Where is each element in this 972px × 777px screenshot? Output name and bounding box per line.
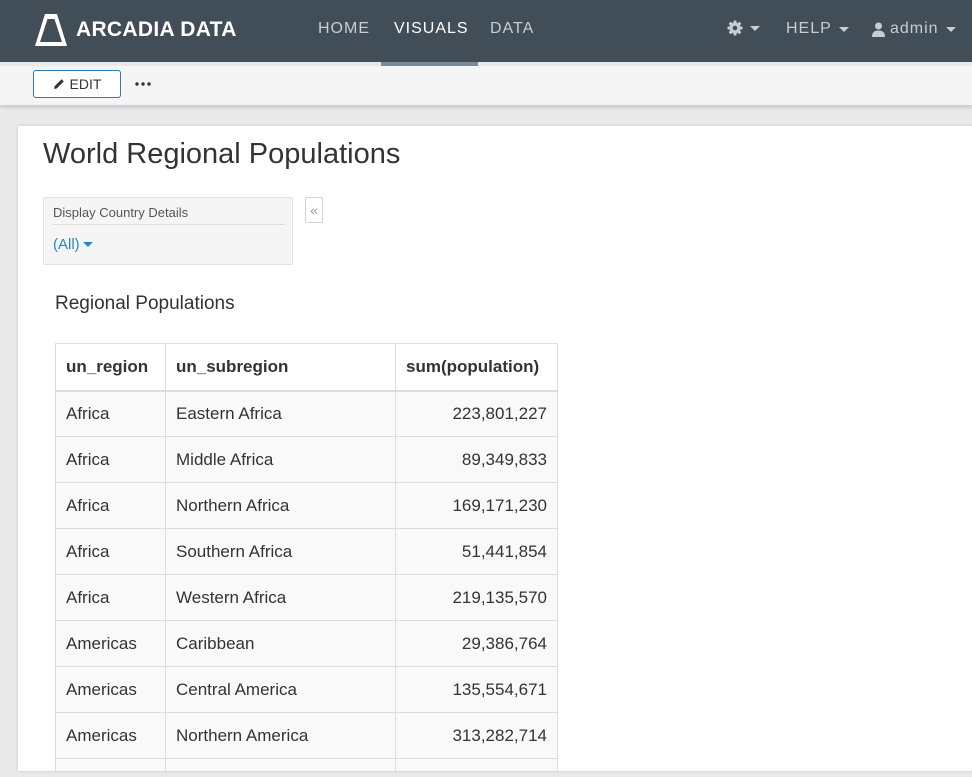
cell-subregion: Southern Africa bbox=[165, 528, 396, 575]
user-icon bbox=[872, 22, 885, 37]
table-row: Africa Western Africa 219,135,570 bbox=[55, 574, 558, 621]
chevron-down-icon bbox=[750, 25, 760, 31]
dashboard-canvas: World Regional Populations Display Count… bbox=[18, 126, 972, 771]
table-row: Americas Caribbean 29,386,764 bbox=[55, 620, 558, 667]
brand-logo[interactable]: ARCADIA DATA bbox=[34, 12, 237, 48]
cell-region: Americas bbox=[55, 712, 166, 759]
column-header-un-region[interactable]: un_region bbox=[55, 343, 166, 392]
cell-subregion: Eastern Africa bbox=[165, 390, 396, 437]
brand-name: ARCADIA DATA bbox=[76, 18, 237, 41]
chevron-down-icon bbox=[945, 26, 956, 32]
cell-population: 89,349,833 bbox=[395, 436, 558, 483]
cell-population: 135,554,671 bbox=[395, 666, 558, 713]
filter-dropdown[interactable]: (All) bbox=[53, 236, 93, 253]
cell-region: Africa bbox=[55, 436, 166, 483]
collapse-filters-button[interactable]: « bbox=[305, 197, 323, 223]
column-header-sum-population[interactable]: sum(population) bbox=[395, 343, 558, 392]
filter-selected-value: (All) bbox=[53, 236, 80, 253]
cell-region: Americas bbox=[55, 666, 166, 713]
settings-menu[interactable] bbox=[727, 20, 760, 36]
filter-label: Display Country Details bbox=[53, 205, 189, 220]
dashboard-toolbar: EDIT bbox=[0, 66, 972, 106]
population-table: un_region un_subregion sum(population) A… bbox=[55, 343, 558, 771]
cell-population: 51,441,854 bbox=[395, 528, 558, 575]
gear-icon bbox=[727, 20, 743, 36]
filter-divider bbox=[53, 224, 285, 225]
column-header-un-subregion[interactable]: un_subregion bbox=[165, 343, 396, 392]
chevron-down-icon bbox=[838, 26, 849, 32]
cell-subregion: Northern Africa bbox=[165, 482, 396, 529]
arcadia-logo-icon bbox=[35, 14, 67, 46]
cell-region: Africa bbox=[55, 390, 166, 437]
table-row bbox=[55, 758, 558, 771]
edit-button[interactable]: EDIT bbox=[33, 70, 121, 98]
more-options-button[interactable] bbox=[133, 74, 153, 94]
cell-subregion bbox=[165, 758, 396, 771]
cell-population: 169,171,230 bbox=[395, 482, 558, 529]
cell-population: 219,135,570 bbox=[395, 574, 558, 621]
user-label: admin bbox=[890, 20, 939, 37]
cell-region: Africa bbox=[55, 574, 166, 621]
cell-subregion: Central America bbox=[165, 666, 396, 713]
cell-population: 313,282,714 bbox=[395, 712, 558, 759]
nav-data[interactable]: DATA bbox=[490, 20, 535, 37]
double-chevron-left-icon: « bbox=[310, 202, 318, 218]
table-row: Americas Central America 135,554,671 bbox=[55, 666, 558, 713]
cell-population: 29,386,764 bbox=[395, 620, 558, 667]
table-row: Africa Eastern Africa 223,801,227 bbox=[55, 390, 558, 437]
cell-region: Africa bbox=[55, 528, 166, 575]
top-navbar: ARCADIA DATA HOME VISUALS DATA HELP admi… bbox=[0, 0, 972, 62]
cell-population: 223,801,227 bbox=[395, 390, 558, 437]
edit-button-label: EDIT bbox=[69, 76, 102, 92]
chevron-down-icon bbox=[82, 242, 93, 247]
active-nav-indicator bbox=[381, 62, 478, 66]
cell-subregion: Northern America bbox=[165, 712, 396, 759]
cell-subregion: Middle Africa bbox=[165, 436, 396, 483]
nav-home[interactable]: HOME bbox=[318, 20, 370, 37]
page-title: World Regional Populations bbox=[43, 138, 401, 170]
cell-region: Americas bbox=[55, 620, 166, 667]
table-header-row: un_region un_subregion sum(population) bbox=[55, 343, 558, 392]
table-row: Africa Northern Africa 169,171,230 bbox=[55, 482, 558, 529]
cell-region: Africa bbox=[55, 482, 166, 529]
nav-visuals[interactable]: VISUALS bbox=[394, 20, 469, 37]
cell-region bbox=[55, 758, 166, 771]
country-details-filter: Display Country Details (All) bbox=[43, 197, 293, 265]
cell-subregion: Caribbean bbox=[165, 620, 396, 667]
ellipsis-icon bbox=[135, 82, 151, 86]
cell-population bbox=[395, 758, 558, 771]
pencil-icon bbox=[53, 79, 64, 89]
user-menu[interactable]: admin bbox=[872, 20, 956, 38]
table-row: Africa Southern Africa 51,441,854 bbox=[55, 528, 558, 575]
table-row: Americas Northern America 313,282,714 bbox=[55, 712, 558, 759]
help-label: HELP bbox=[786, 20, 832, 37]
cell-subregion: Western Africa bbox=[165, 574, 396, 621]
help-menu[interactable]: HELP bbox=[786, 20, 849, 38]
table-row: Africa Middle Africa 89,349,833 bbox=[55, 436, 558, 483]
visual-title: Regional Populations bbox=[55, 293, 235, 314]
